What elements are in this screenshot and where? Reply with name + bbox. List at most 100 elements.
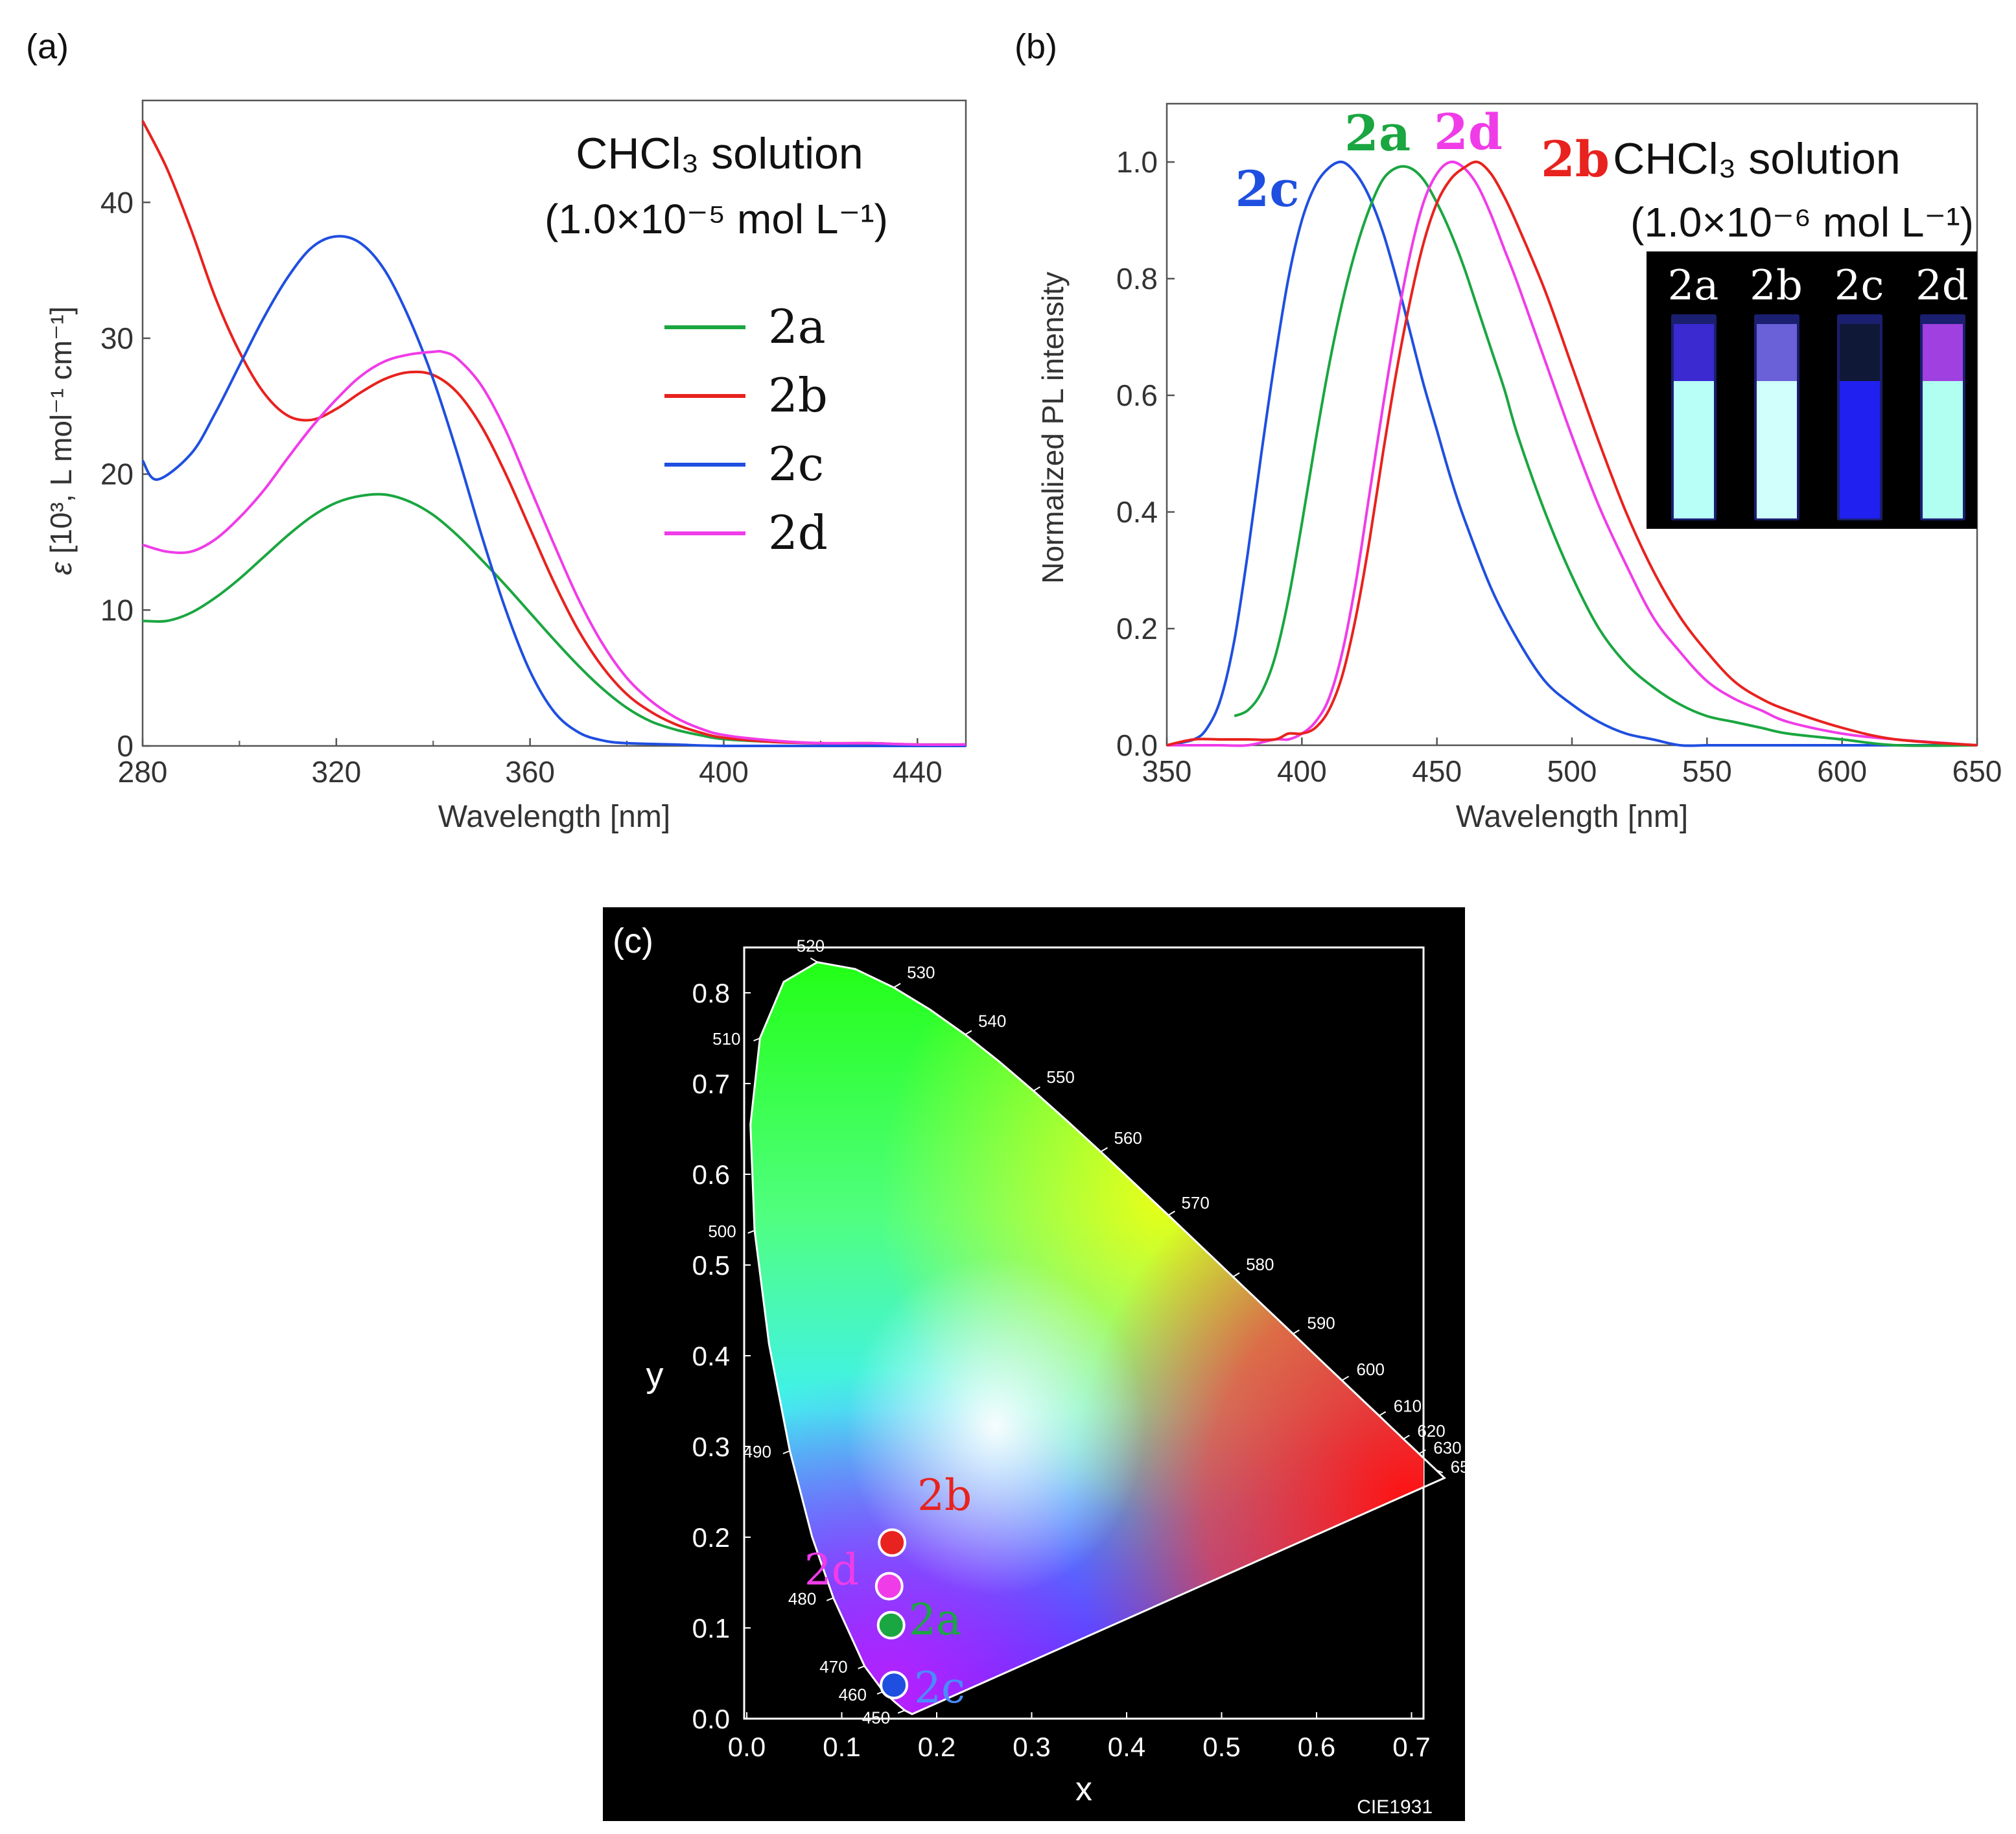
- locus-tick-450: [897, 1710, 905, 1714]
- peak-label-2c: 2c: [1235, 160, 1299, 218]
- x-tick-label-b: 400: [1277, 754, 1327, 788]
- axis-ticks-c: 0.0 0.1 0.2 0.3 0.4 0.5 0.6 0.7 0.0 0.1 0.2 0.3 0.4 0…: [692, 978, 1431, 1762]
- y-tick-label-b: 0.2: [1116, 612, 1158, 645]
- locus-tick-480: [826, 1597, 834, 1601]
- x-tick-label-a: 360: [505, 755, 555, 789]
- plot-frame-a: [141, 99, 967, 747]
- locus-label-570: 570: [1181, 1193, 1209, 1213]
- vial-solution-2d: [1923, 381, 1963, 518]
- peak-label-2b: 2b: [1541, 130, 1610, 188]
- peak-label-2a: 2a: [1344, 104, 1411, 162]
- y-tick-label-a: 30: [100, 321, 134, 355]
- y-axis-label-b: Normalized PL intensity: [1036, 272, 1070, 584]
- series-line-2c: [1166, 160, 1977, 747]
- panel-a: (a) 280 320 360 400 440 0 10 20 30 40 Wavelength …: [26, 27, 967, 834]
- x-tick-label-c: 0.3: [1013, 1732, 1050, 1762]
- x-axis-label-b: Wavelength [nm]: [1456, 800, 1688, 834]
- x-tick-label-c: 0.1: [823, 1732, 860, 1762]
- x-tick-label-a: 320: [311, 755, 361, 789]
- vial-headspace-2a: [1674, 324, 1714, 381]
- y-tick-label-c: 0.2: [692, 1522, 730, 1553]
- y-tick-label-c: 0.8: [692, 978, 730, 1008]
- x-tick-label-a: 440: [893, 755, 943, 789]
- locus-label-530: 530: [907, 963, 935, 982]
- x-tick-label-c: 0.5: [1202, 1732, 1240, 1762]
- cie-point-2d: [874, 1572, 904, 1601]
- y-tick-label-c: 0.6: [692, 1159, 730, 1190]
- locus-tick-590: [1292, 1329, 1300, 1335]
- series-line-2a: [142, 493, 966, 747]
- x-tick-label-a: 280: [118, 755, 168, 789]
- cie-point-2a: [876, 1610, 906, 1640]
- x-axis-label-a: Wavelength [nm]: [438, 800, 670, 834]
- locus-tick-530: [893, 982, 901, 988]
- locus-label-540: 540: [978, 1011, 1006, 1030]
- legend-label-2d: 2d: [768, 505, 828, 560]
- locus-tick-630: [1418, 1449, 1426, 1455]
- y-tick-label-b: 0.0: [1116, 728, 1158, 762]
- x-tick-label-b: 650: [1952, 754, 2002, 788]
- legend-label-2a: 2a: [768, 299, 826, 354]
- y-tick-label-b: 0.6: [1116, 378, 1158, 412]
- vial-label-2d: 2d: [1916, 262, 1969, 310]
- y-axis-label-c: y: [646, 1356, 664, 1395]
- locus-wavelength-labels: 450 460 470 480 490 500 510 520 530 540 550 560 570 5…: [708, 936, 1479, 1727]
- x-tick-label-a: 400: [699, 755, 749, 789]
- panel-label-a: (a): [26, 27, 69, 66]
- locus-tick-520: [810, 957, 817, 963]
- locus-label-580: 580: [1246, 1255, 1274, 1274]
- locus-tick-550: [1033, 1086, 1040, 1092]
- y-tick-label-b: 0.8: [1116, 262, 1158, 296]
- legend-a: 2a 2b 2c 2d: [664, 299, 828, 560]
- locus-label-610: 610: [1394, 1396, 1422, 1415]
- y-tick-label-a: 40: [100, 185, 134, 219]
- x-tick-label-b: 350: [1142, 754, 1192, 788]
- cie-footer-label: CIE1931: [1357, 1796, 1433, 1818]
- series-line-2a: [1234, 165, 1978, 747]
- peak-labels-b: 2c 2a 2d 2b: [1235, 103, 1610, 218]
- locus-tick-540: [965, 1030, 972, 1036]
- panel-label-b: (b): [1014, 27, 1057, 66]
- panel-label-c: (c): [613, 922, 653, 960]
- locus-tick-500: [747, 1229, 755, 1234]
- cie-point-2b: [878, 1528, 907, 1557]
- series-lines-b: [1166, 160, 1978, 747]
- vial-solution-2b: [1757, 381, 1797, 518]
- locus-tick-490: [782, 1450, 790, 1454]
- vial-label-2a: 2a: [1668, 262, 1719, 310]
- y-tick-label-c: 0.0: [692, 1704, 730, 1734]
- annotation-concentration-a: (1.0×10⁻⁵ mol L⁻¹): [545, 196, 888, 242]
- series-line-2c: [141, 235, 966, 748]
- locus-label-550: 550: [1046, 1067, 1074, 1087]
- locus-label-630: 630: [1433, 1438, 1461, 1457]
- cie-point-label-2a: 2a: [909, 1595, 961, 1645]
- y-tick-label-c: 0.1: [692, 1613, 730, 1643]
- locus-label-620: 620: [1417, 1421, 1445, 1441]
- x-tick-label-c: 0.7: [1392, 1732, 1430, 1762]
- vial-headspace-2b: [1757, 324, 1797, 381]
- y-tick-label-a: 0: [117, 729, 134, 763]
- vial-label-2b: 2b: [1750, 262, 1803, 310]
- plot-frame-c: [743, 946, 1425, 1720]
- spectral-locus: [749, 961, 1446, 1715]
- locus-tick-580: [1232, 1272, 1240, 1278]
- annotation-solvent-b: CHCl₃ solution: [1613, 134, 1900, 183]
- panel-c: (c) 450 460 470 480 490 500 510 520 530 540 550 560…: [603, 907, 1479, 1821]
- x-tick-label-b: 550: [1682, 754, 1732, 788]
- y-tick-label-a: 20: [100, 458, 134, 491]
- locus-label-480: 480: [788, 1589, 816, 1608]
- x-tick-label-c: 0.6: [1298, 1732, 1335, 1762]
- x-tick-label-b: 500: [1547, 754, 1597, 788]
- axis-ticks-b: 350 400 450 500 550 600 650 0.0 0.2 0.4 0.6 0.8 1.0: [1116, 145, 2002, 788]
- x-tick-label-c: 0.2: [918, 1732, 955, 1762]
- peak-label-2d: 2d: [1434, 103, 1503, 161]
- series-line-2b: [1166, 160, 1978, 747]
- vial-headspace-2c: [1840, 324, 1880, 381]
- locus-tick-600: [1342, 1375, 1350, 1381]
- y-tick-label-c: 0.4: [692, 1341, 730, 1371]
- series-line-2b: [141, 120, 967, 747]
- locus-label-650: 650: [1451, 1457, 1479, 1476]
- chromaticity-points: 2b 2d 2a 2c: [804, 1470, 972, 1713]
- annotation-solvent-a: CHCl₃ solution: [576, 129, 863, 178]
